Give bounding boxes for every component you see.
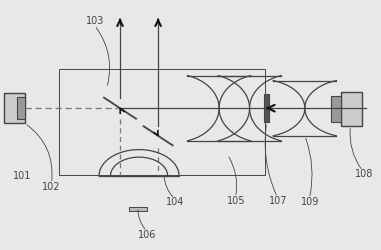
- Text: 103: 103: [86, 16, 104, 26]
- Bar: [341, 92, 362, 126]
- Text: 106: 106: [138, 229, 156, 239]
- Text: 104: 104: [166, 196, 184, 206]
- Bar: [264, 94, 269, 123]
- Text: 107: 107: [269, 195, 287, 205]
- Bar: [331, 96, 341, 122]
- Text: 101: 101: [13, 170, 31, 180]
- Text: 105: 105: [227, 195, 245, 205]
- Bar: [4, 94, 25, 124]
- Bar: [129, 207, 147, 211]
- Text: 108: 108: [355, 169, 373, 179]
- Bar: [59, 70, 265, 175]
- Bar: [17, 98, 25, 120]
- Text: 109: 109: [301, 196, 320, 206]
- Text: 102: 102: [42, 181, 61, 191]
